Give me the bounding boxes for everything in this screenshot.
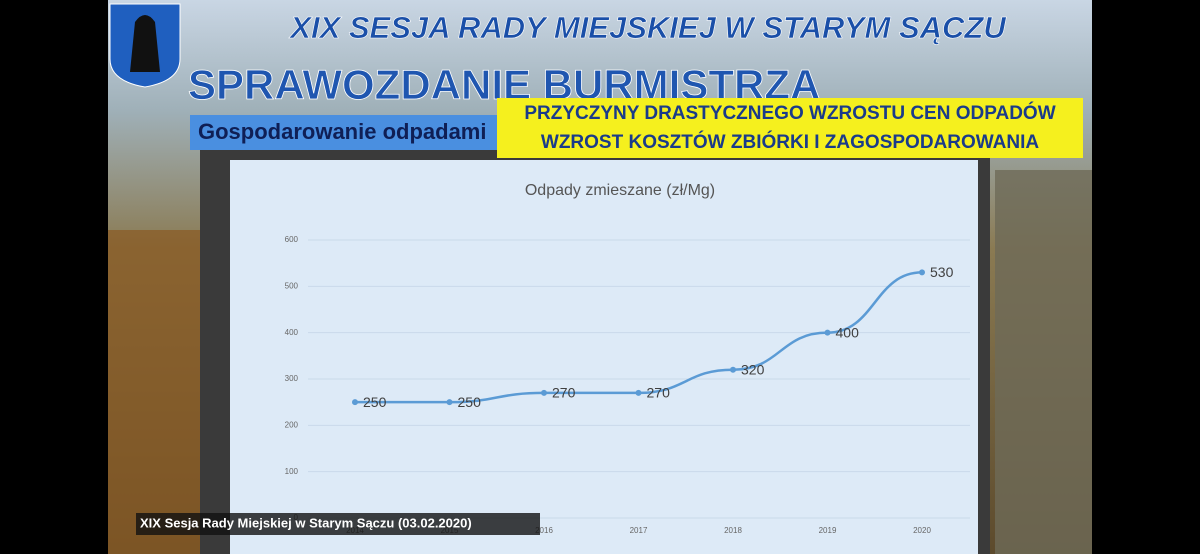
caption: XIX Sesja Rady Miejskiej w Starym Sączu … [140,515,472,530]
caption-box [136,513,540,535]
reason-line: PRZYCZYNY DRASTYCZNEGO WZROSTU CEN ODPAD… [524,102,1055,124]
coat-of-arms-figure [130,15,160,72]
y-tick-label: 500 [285,281,299,290]
y-tick-label: 300 [285,374,299,383]
data-label: 320 [741,361,765,377]
section-title: Gospodarowanie odpadami [198,119,486,144]
x-tick-label: 2016 [535,526,553,535]
data-label: 270 [647,385,671,401]
data-point [730,366,736,373]
y-tick-label: 600 [285,235,299,244]
trees-left [108,230,208,554]
y-tick-label: 100 [285,467,299,476]
data-label: 250 [458,394,482,410]
data-label: 400 [836,324,860,340]
chart-panel [230,160,978,554]
data-label: 530 [930,264,954,280]
session-title: XIX SESJA RADY MIEJSKIEJ W STARYM SĄCZU [288,10,1007,45]
x-tick-label: 2018 [724,526,742,535]
data-point [824,329,831,336]
data-point [919,269,925,276]
reasons-box [497,98,1083,158]
reason-line: WZROST KOSZTÓW ZBIÓRKI I ZAGOSPODAROWANI… [541,131,1039,153]
data-point [541,389,547,396]
chart-title: Odpady zmieszane (zł/Mg) [525,182,715,199]
data-point [352,399,358,406]
x-tick-label: 2019 [819,526,837,535]
y-tick-label: 200 [285,420,299,429]
x-tick-label: 2017 [630,526,648,535]
data-point [446,399,453,406]
data-point [635,389,642,396]
section-box [190,115,510,150]
town-right [995,170,1092,554]
data-label: 250 [363,394,387,410]
plot: 0100200300400500600201420152016201720182… [285,235,970,535]
x-tick-label: 2020 [913,526,931,535]
y-tick-label: 400 [285,328,299,337]
data-label: 270 [552,385,576,401]
